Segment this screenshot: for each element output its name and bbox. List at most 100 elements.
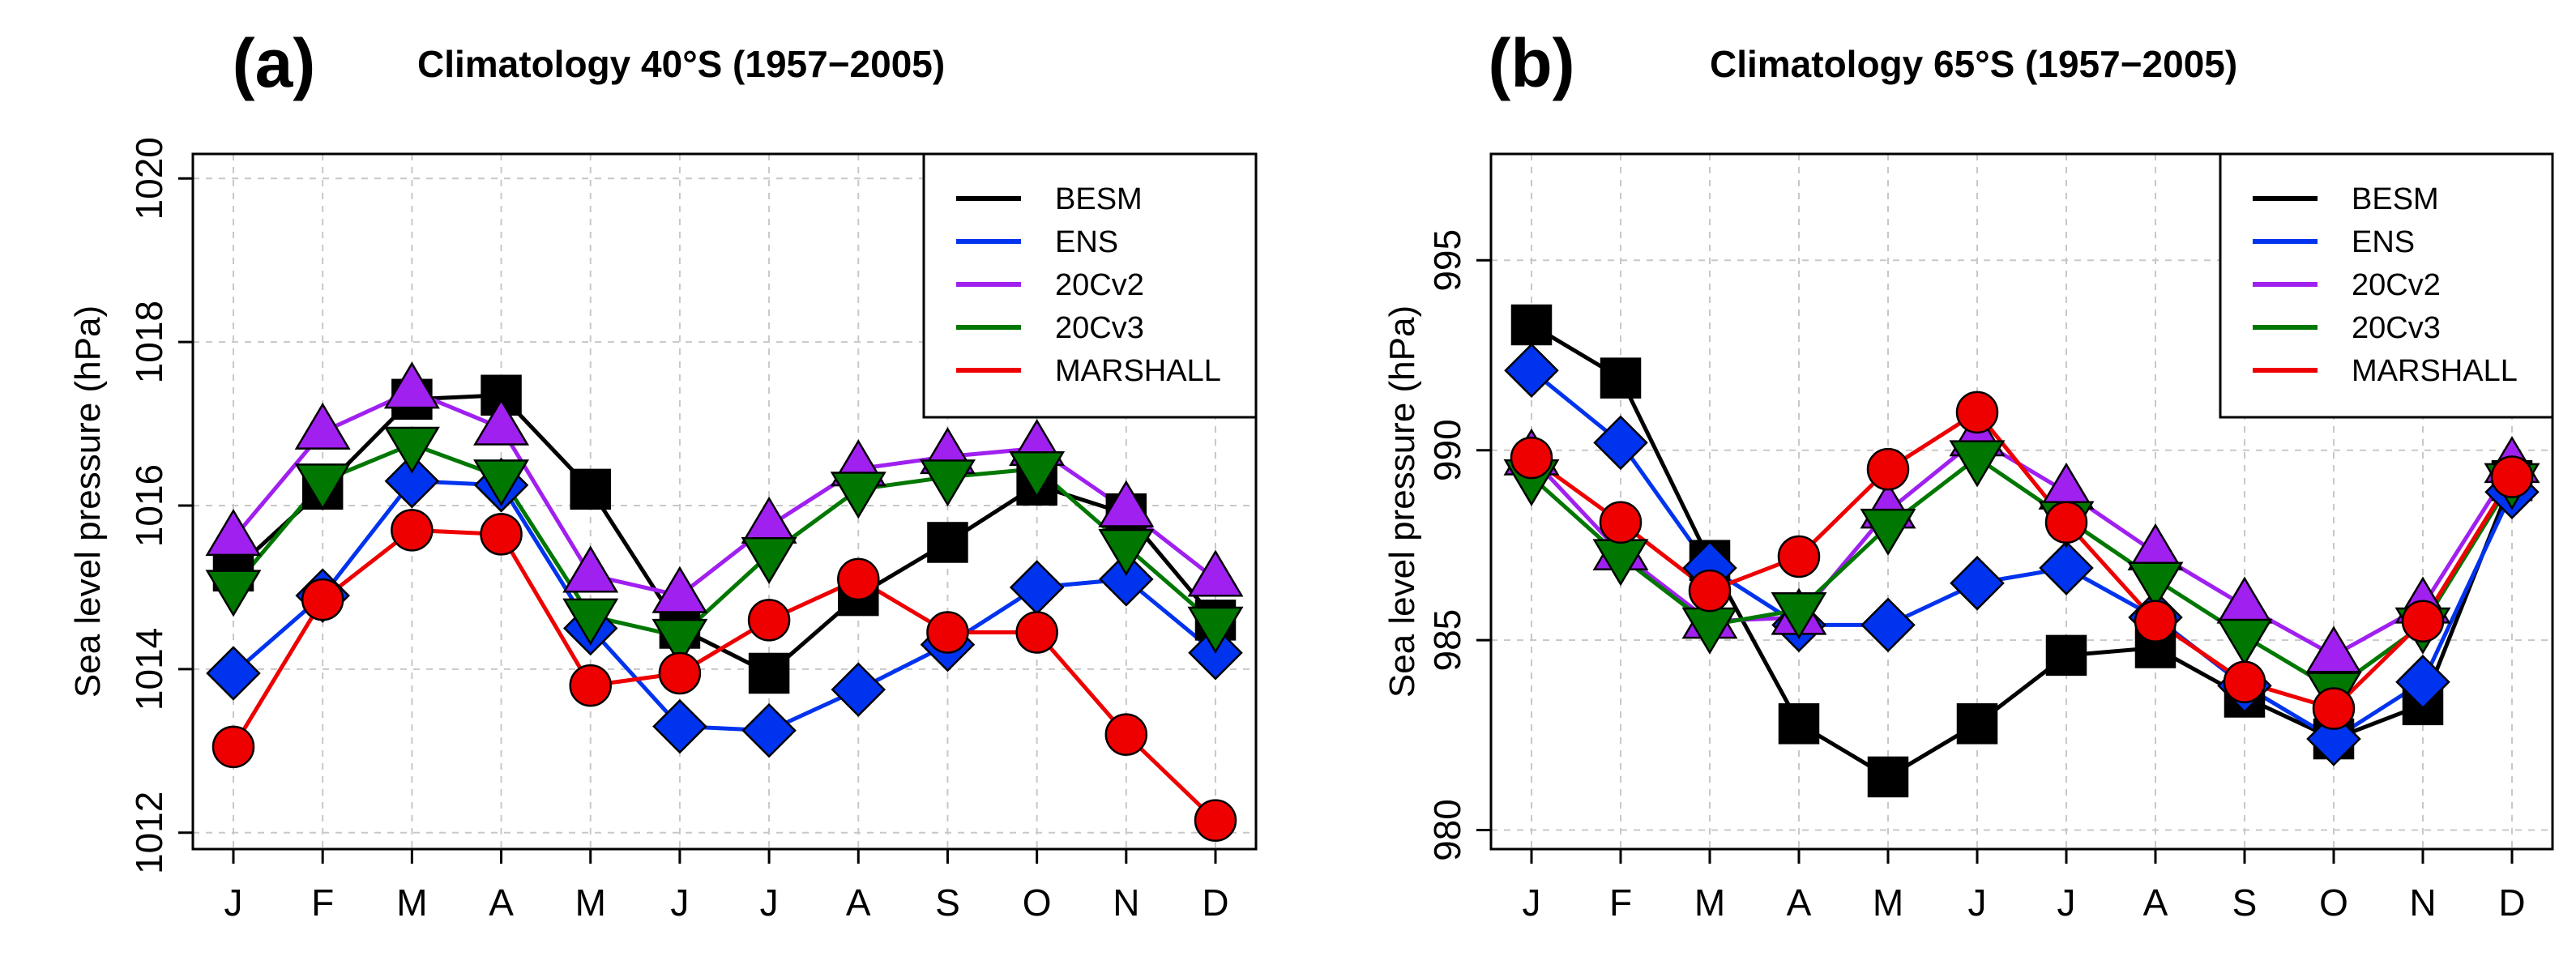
y-tick-label: 980	[1426, 799, 1468, 861]
chart-panel-a: (a) Climatology 40°S (1957−2005) J F M A M J J A S…	[68, 25, 1258, 924]
data-point	[1510, 436, 1553, 480]
x-tick-label: D	[1202, 881, 1228, 924]
legend: BESM ENS 20Cv2 20Cv3 MARSHALL	[2219, 152, 2554, 419]
data-point	[2223, 660, 2266, 703]
data-point	[651, 618, 708, 667]
data-point	[1866, 447, 1910, 491]
data-point	[473, 398, 530, 446]
series-line-besm	[232, 393, 1217, 676]
legend: BESM ENS 20Cv2 20Cv3 MARSHALL	[922, 152, 1258, 419]
data-point	[1778, 703, 1820, 745]
x-tick-label: M	[575, 881, 606, 924]
legend-label: MARSHALL	[2352, 354, 2518, 388]
x-tick-label: J	[224, 881, 243, 924]
series-markers-20cv3	[1503, 440, 2540, 719]
data-point	[1949, 440, 2006, 488]
x-tick-label: M	[1873, 881, 1903, 924]
data-point	[1955, 391, 1999, 434]
y-tick-label: 985	[1426, 609, 1468, 672]
data-point	[2306, 711, 2361, 766]
data-point	[1867, 756, 1909, 798]
series-line-ens	[1530, 369, 2514, 741]
data-point	[741, 702, 797, 758]
data-point	[473, 459, 530, 507]
data-point	[837, 557, 880, 601]
legend-label: MARSHALL	[1055, 354, 1221, 388]
data-point	[383, 426, 440, 474]
data-point	[926, 611, 969, 654]
panel-letter: (b)	[1488, 25, 1574, 101]
x-tick-label: A	[489, 881, 514, 924]
data-point	[1956, 703, 1998, 745]
data-point	[1187, 606, 1244, 654]
data-point	[1600, 357, 1642, 399]
x-tick-label: F	[1609, 881, 1632, 924]
x-tick-label: D	[2498, 881, 2525, 924]
series-line-marshall	[1530, 409, 2514, 711]
data-point	[2395, 654, 2450, 710]
x-tick-label: A	[846, 881, 871, 924]
data-point	[1104, 713, 1148, 756]
data-point	[1950, 556, 2005, 611]
data-point	[1098, 480, 1155, 527]
x-tick-label: S	[2232, 881, 2258, 924]
data-point	[919, 459, 976, 507]
plot-frame	[191, 152, 1258, 851]
data-point	[1860, 508, 1916, 556]
chart-title: Climatology 65°S (1957−2005)	[1710, 43, 2237, 85]
data-point	[748, 652, 790, 694]
data-point	[1510, 304, 1553, 346]
data-point	[384, 453, 440, 509]
legend-label: 20Cv2	[1055, 268, 1144, 302]
x-tick-label: J	[1968, 881, 1987, 924]
data-point	[569, 664, 612, 707]
legend-label: BESM	[1055, 182, 1143, 216]
data-point	[1599, 501, 1643, 544]
data-point	[2039, 540, 2094, 595]
data-point	[651, 566, 708, 613]
data-point	[562, 598, 619, 646]
x-tick-label: A	[2143, 881, 2168, 924]
x-tick-label: A	[1787, 881, 1812, 924]
data-point	[1688, 569, 1732, 613]
data-point	[1099, 552, 1154, 607]
data-point	[2305, 625, 2362, 673]
data-point	[747, 599, 791, 642]
legend-label: 20Cv3	[1055, 311, 1144, 345]
data-point	[658, 651, 702, 695]
panel-letter: (a)	[233, 25, 316, 101]
data-point	[1771, 591, 1827, 640]
data-point	[2216, 618, 2273, 666]
y-tick-label: 1014	[128, 628, 170, 711]
x-tick-label: M	[1694, 881, 1725, 924]
x-tick-label: N	[1113, 881, 1139, 924]
x-tick-label: O	[2319, 881, 2348, 924]
x-tick-label: J	[670, 881, 689, 924]
x-tick-label: J	[1523, 881, 1541, 924]
x-tick-label: O	[1023, 881, 1052, 924]
x-tick-label: J	[2057, 881, 2076, 924]
chart-panel-b: (b) Climatology 65°S (1957−2005) J F M A M J J A S…	[1382, 25, 2554, 924]
data-point	[1009, 450, 1066, 499]
data-point	[927, 522, 968, 563]
data-point	[1015, 611, 1058, 654]
data-point	[2044, 501, 2088, 544]
data-point	[205, 570, 262, 617]
data-point	[383, 361, 440, 409]
series-markers-marshall	[1510, 391, 2534, 730]
data-point	[480, 513, 523, 556]
x-tick-label: S	[935, 881, 960, 924]
data-point	[562, 545, 619, 593]
data-point	[1504, 343, 1559, 399]
data-point	[1009, 560, 1065, 615]
data-point	[2490, 455, 2534, 498]
data-point	[2127, 561, 2184, 609]
y-tick-label: 995	[1426, 229, 1468, 292]
series-line-ens	[232, 479, 1217, 733]
x-tick-label: F	[311, 881, 334, 924]
data-point	[830, 472, 886, 519]
series-markers-20cv3	[205, 426, 1244, 667]
y-axis-title: Sea level pressure (hPa)	[1382, 305, 1422, 698]
